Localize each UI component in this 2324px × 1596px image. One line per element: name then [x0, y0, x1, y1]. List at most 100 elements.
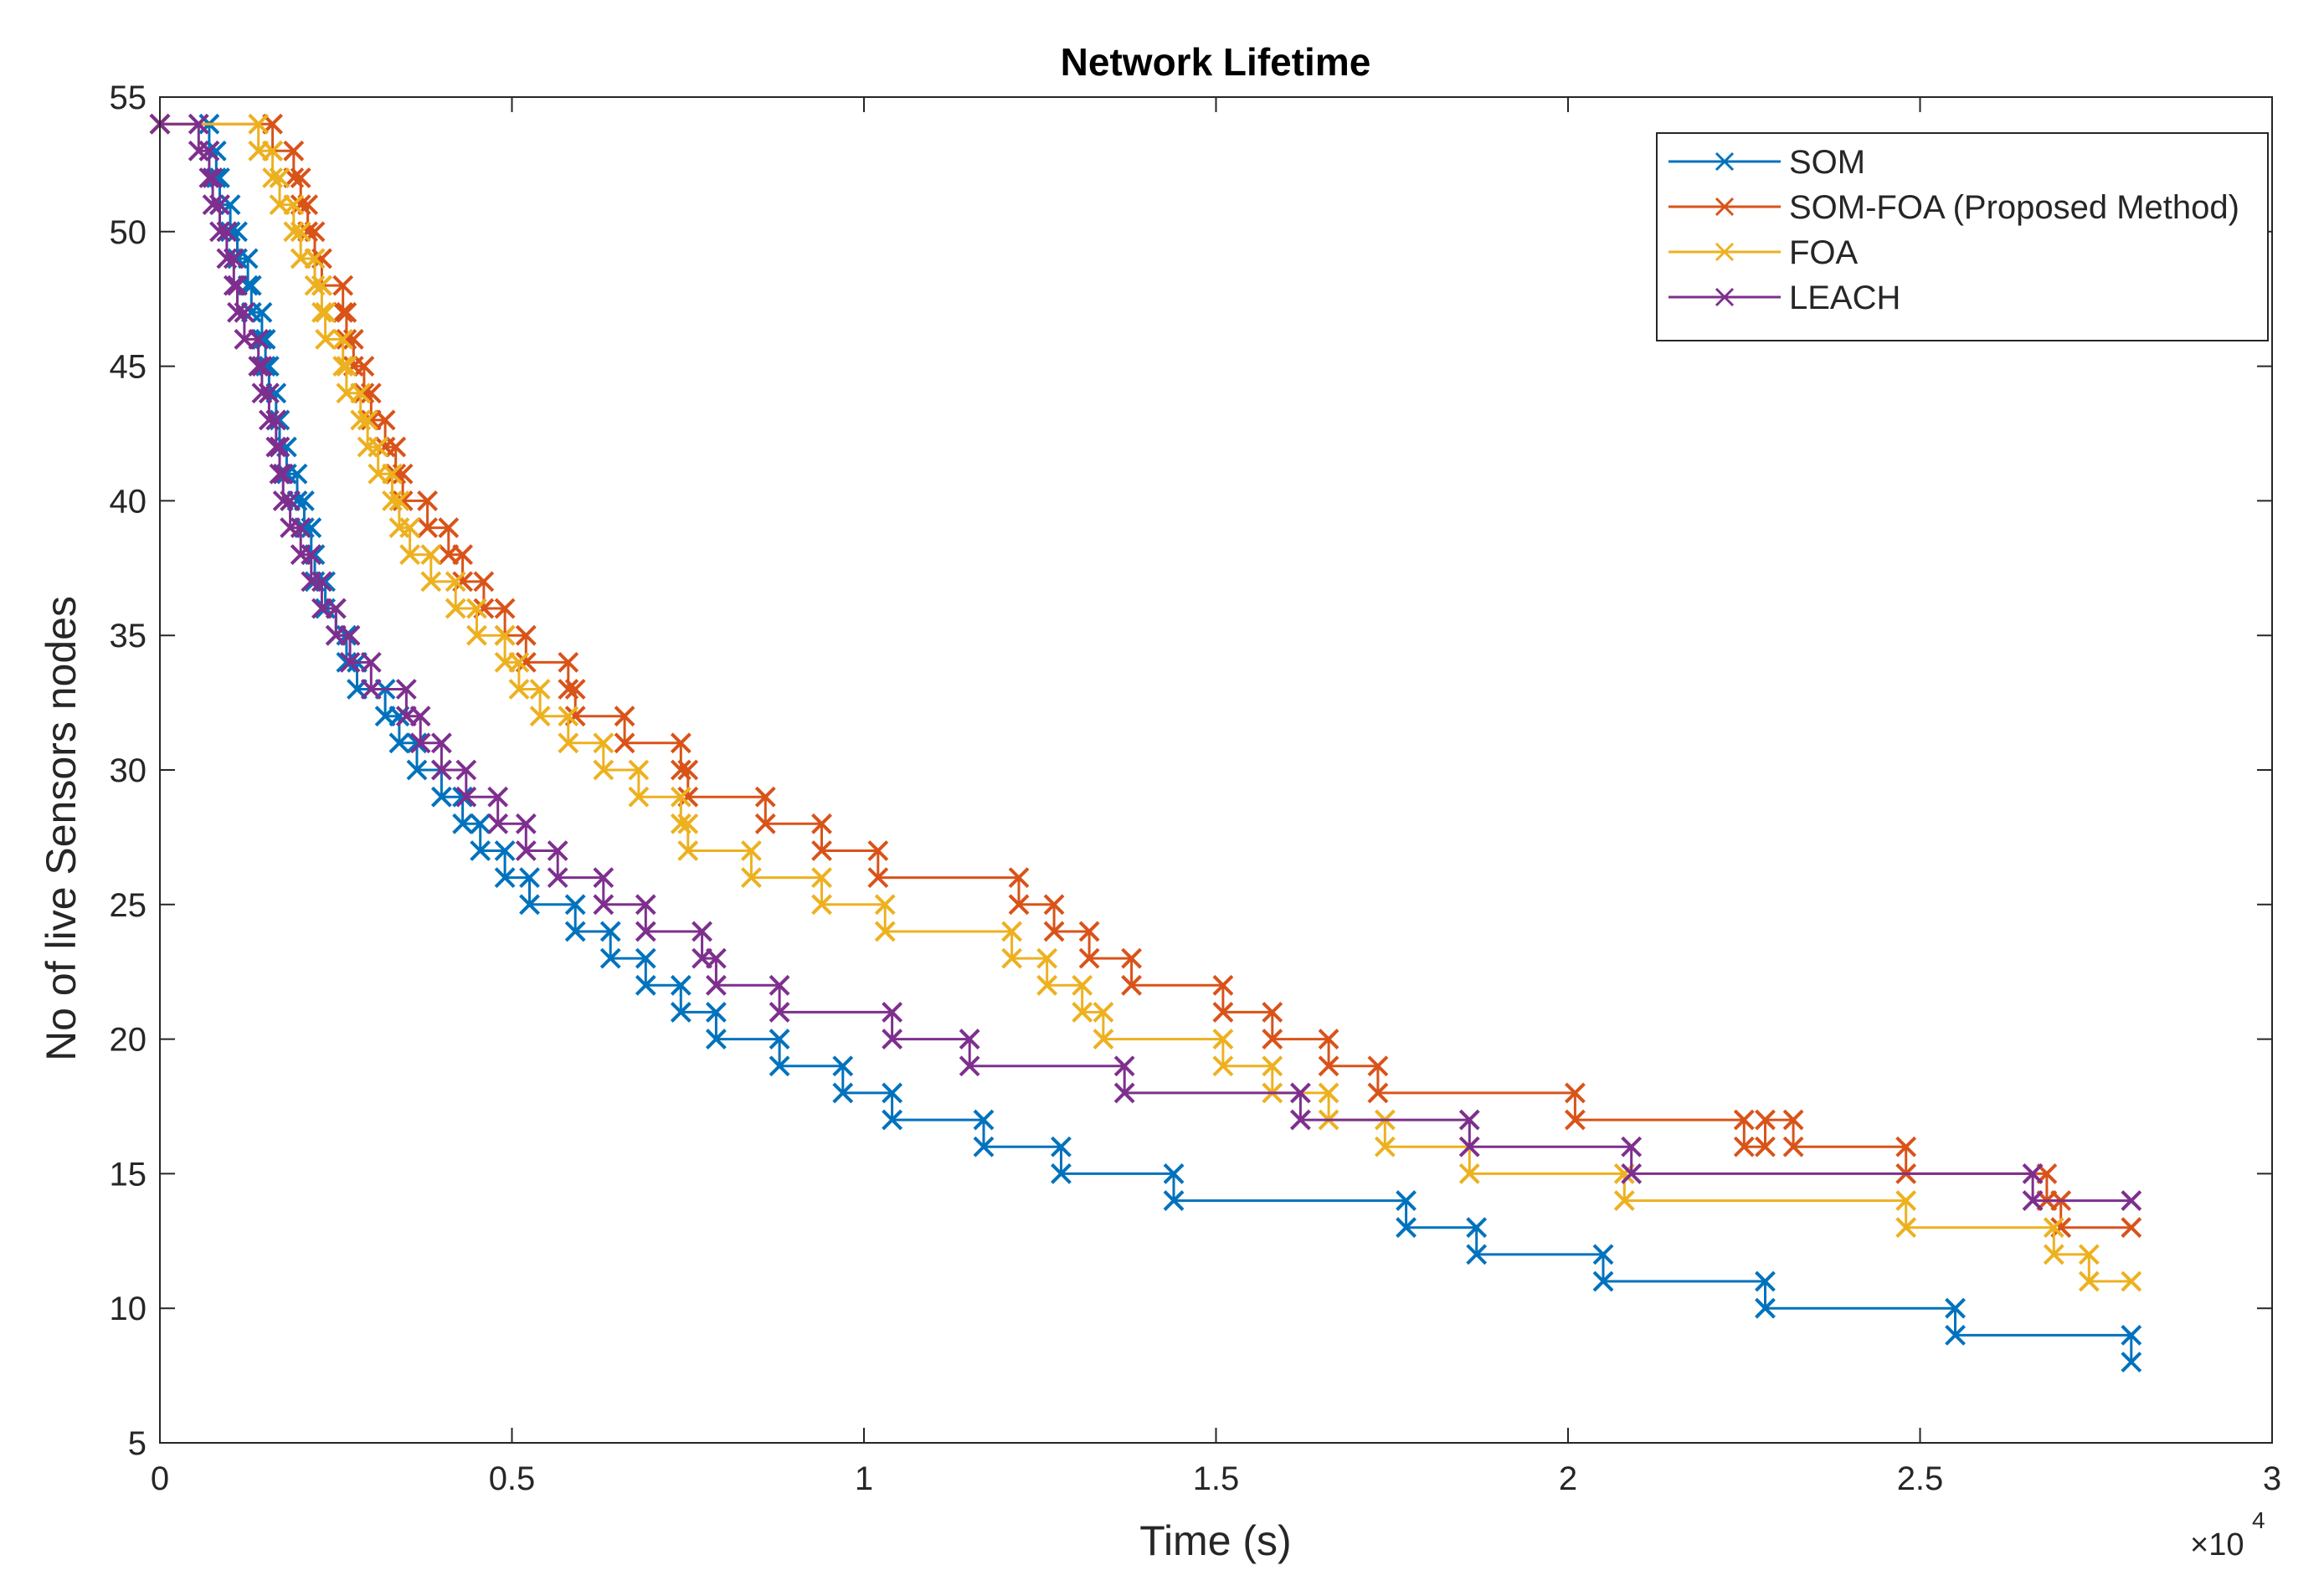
data-point-marker	[564, 921, 586, 942]
data-point-marker	[1093, 1029, 1114, 1050]
data-point-marker	[2043, 1217, 2064, 1239]
data-point-marker	[406, 759, 428, 781]
data-point-marker	[1262, 1029, 1283, 1050]
data-point-marker	[769, 974, 790, 996]
data-point-marker	[262, 140, 283, 162]
data-point-marker	[1895, 1136, 1917, 1157]
data-point-marker	[420, 544, 442, 566]
y-tick-label: 5	[128, 1425, 147, 1462]
data-point-marker	[417, 490, 438, 511]
data-point-marker	[769, 1029, 790, 1050]
data-point-marker	[311, 301, 332, 323]
data-point-marker	[470, 840, 491, 861]
y-tick-label: 15	[110, 1156, 147, 1193]
data-point-marker	[1093, 1002, 1114, 1023]
data-point-marker	[1396, 1190, 1417, 1211]
data-point-marker	[508, 651, 530, 673]
data-point-marker	[332, 275, 354, 296]
data-point-marker	[251, 382, 273, 404]
data-point-marker	[1613, 1190, 1635, 1211]
data-point-marker	[705, 1002, 727, 1023]
data-point-marker	[635, 974, 656, 996]
series-foa	[149, 113, 2142, 1292]
data-point-marker	[628, 786, 650, 808]
data-point-marker	[635, 894, 656, 916]
data-point-marker	[216, 248, 238, 269]
data-point-marker	[283, 140, 305, 162]
data-point-marker	[593, 867, 614, 889]
legend-item: SOM	[1668, 144, 1865, 181]
data-point-marker	[360, 651, 382, 673]
data-point-marker	[430, 732, 452, 754]
y-tick-label: 25	[110, 887, 147, 924]
data-point-marker	[973, 1136, 995, 1157]
data-point-marker	[508, 679, 530, 700]
y-tick-label: 35	[110, 618, 147, 654]
series-leach	[149, 113, 2142, 1211]
data-point-marker	[867, 867, 889, 889]
data-point-marker	[882, 1029, 903, 1050]
data-point-marker	[2078, 1270, 2100, 1292]
data-point-marker	[1466, 1217, 1488, 1239]
legend-item: SOM-FOA (Proposed Method)	[1668, 189, 2239, 226]
y-tick-label: 40	[110, 483, 147, 520]
data-point-marker	[315, 301, 337, 323]
data-point-marker	[234, 301, 255, 323]
data-point-marker	[466, 598, 487, 619]
data-point-marker	[1755, 1270, 1776, 1292]
legend-item: LEACH	[1668, 280, 1900, 316]
data-point-marker	[1212, 1055, 1234, 1077]
data-point-marker	[593, 759, 614, 781]
data-point-marker	[670, 732, 692, 754]
data-point-marker	[1163, 1162, 1185, 1184]
data-point-marker	[1113, 1082, 1135, 1104]
data-point-marker	[1212, 1002, 1234, 1023]
data-point-marker	[1318, 1082, 1339, 1104]
data-point-marker	[677, 759, 699, 781]
data-point-marker	[677, 813, 699, 834]
data-point-marker	[198, 140, 220, 162]
data-point-marker	[420, 571, 442, 593]
data-point-marker	[832, 1055, 854, 1077]
data-point-marker	[2121, 1270, 2142, 1292]
data-point-marker	[1755, 1136, 1776, 1157]
data-point-marker	[283, 221, 305, 243]
data-point-marker	[430, 786, 452, 808]
data-point-marker	[811, 813, 832, 834]
data-point-marker	[515, 624, 537, 646]
data-point-marker	[882, 1002, 903, 1023]
data-point-marker	[311, 571, 332, 593]
data-point-marker	[487, 813, 509, 834]
data-point-marker	[874, 921, 896, 942]
data-point-marker	[882, 1082, 903, 1104]
legend-item: FOA	[1668, 234, 1859, 271]
data-point-marker	[1078, 921, 1100, 942]
data-point-marker	[558, 706, 579, 727]
data-point-marker	[399, 517, 420, 538]
data-point-marker	[1008, 867, 1030, 889]
data-point-marker	[311, 275, 332, 296]
data-point-marker	[304, 248, 326, 269]
x-tick-label: 1	[855, 1460, 873, 1497]
data-point-marker	[1895, 1190, 1917, 1211]
x-tick-label: 2	[1559, 1460, 1577, 1497]
series-line	[160, 122, 2131, 1203]
data-point-marker	[2121, 1324, 2142, 1346]
data-point-marker	[867, 840, 889, 861]
data-point-marker	[409, 706, 431, 727]
data-point-marker	[692, 921, 712, 942]
data-point-marker	[1212, 974, 1234, 996]
data-point-marker	[336, 301, 357, 323]
legend-marker	[1715, 242, 1735, 262]
data-point-marker	[248, 329, 270, 350]
data-point-marker	[227, 301, 248, 323]
data-point-marker	[614, 732, 635, 754]
data-point-marker	[452, 813, 474, 834]
data-point-marker	[670, 813, 692, 834]
data-point-marker	[494, 624, 516, 646]
data-point-marker	[470, 813, 491, 834]
data-point-marker	[283, 194, 305, 216]
data-point-marker	[1621, 1136, 1643, 1157]
data-point-marker	[874, 894, 896, 916]
y-tick-label: 45	[110, 349, 147, 386]
